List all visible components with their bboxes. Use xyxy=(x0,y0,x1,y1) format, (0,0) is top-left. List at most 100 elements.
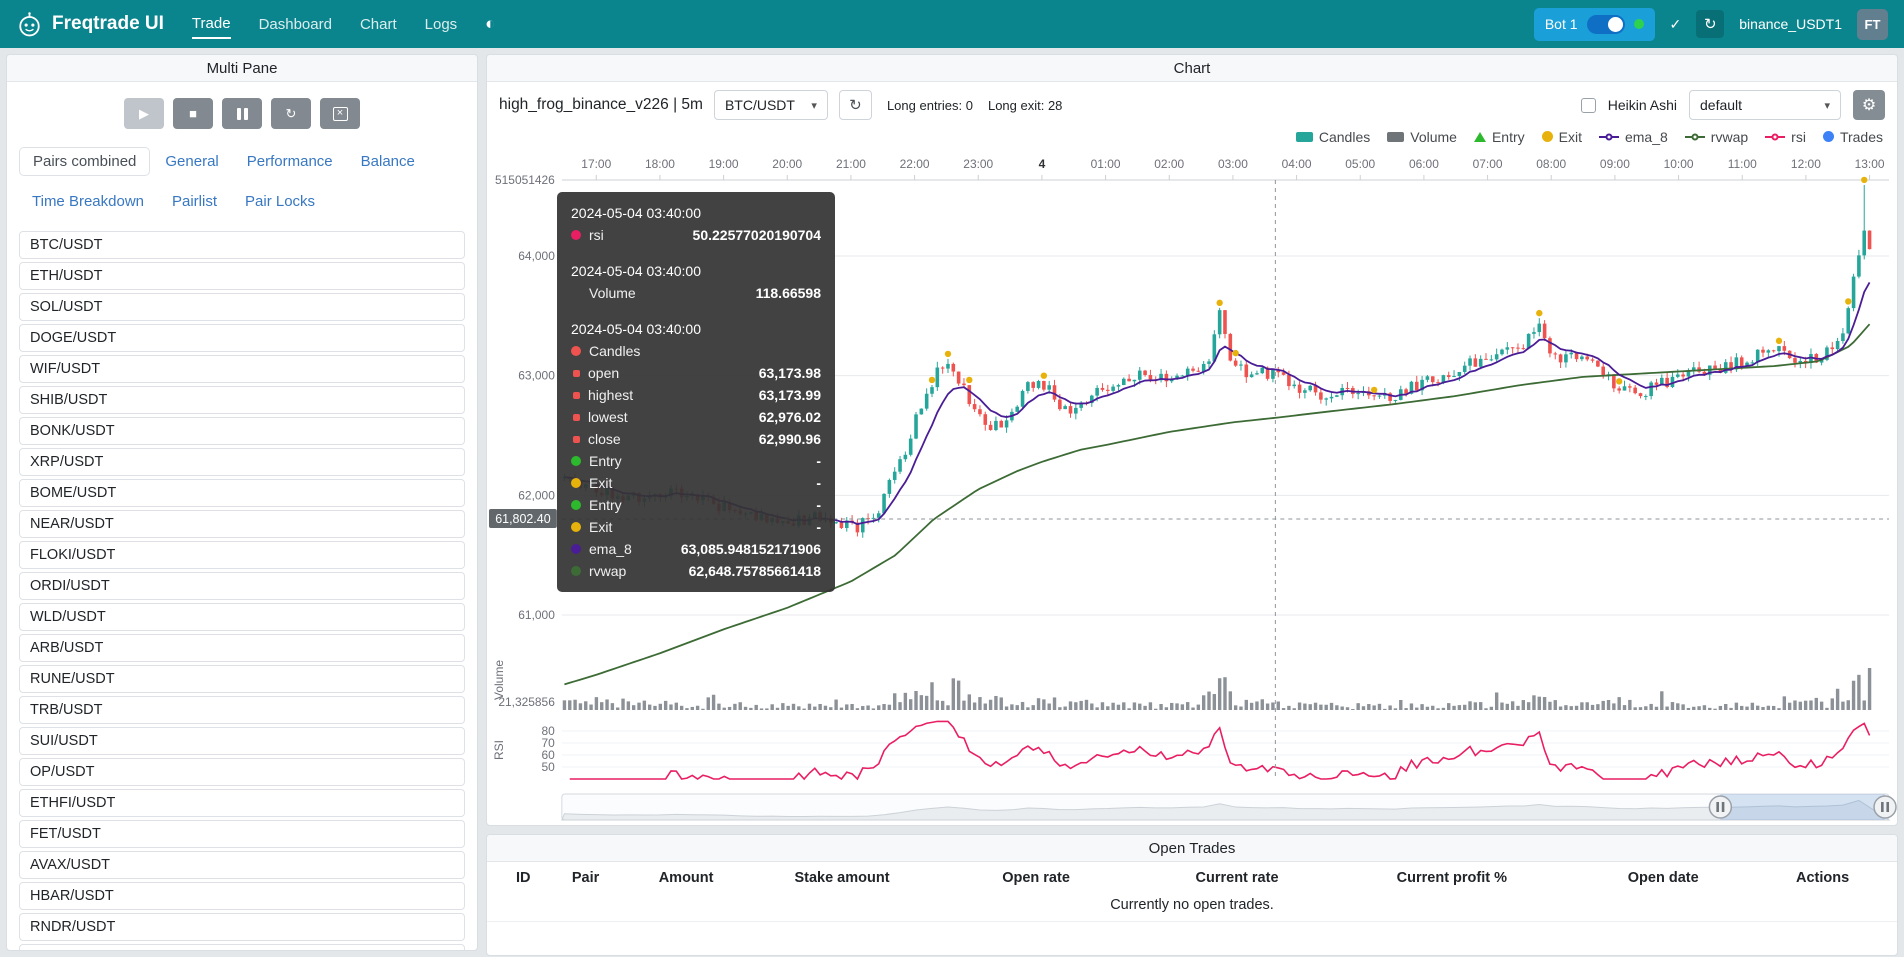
svg-text:50: 50 xyxy=(542,760,556,774)
legend-volume[interactable]: Volume xyxy=(1387,129,1457,145)
chevron-down-icon: ▾ xyxy=(811,99,817,112)
pair-item[interactable]: XRP/USDT xyxy=(19,448,465,476)
tab-pair-locks[interactable]: Pair Locks xyxy=(232,188,328,215)
pair-item[interactable]: RNDR/USDT xyxy=(19,913,465,941)
series-marker-icon xyxy=(571,456,581,466)
pair-item[interactable]: SHIB/USDT xyxy=(19,386,465,414)
tooltip-value: 50.22577020190704 xyxy=(693,224,821,246)
nav-link-logs[interactable]: Logs xyxy=(425,11,458,38)
pair-item[interactable]: BOME/USDT xyxy=(19,479,465,507)
series-marker-icon xyxy=(571,230,581,240)
bot-toggle[interactable] xyxy=(1587,15,1625,34)
theme-toggle-icon[interactable]: ◐ xyxy=(485,14,495,34)
start-bot-button[interactable]: ▶ xyxy=(124,98,164,129)
tab-pairlist[interactable]: Pairlist xyxy=(159,188,230,215)
brand[interactable]: Freqtrade UI xyxy=(16,11,164,38)
plot-settings-button[interactable]: ⚙ xyxy=(1853,90,1885,120)
pair-item[interactable]: SOL/USDT xyxy=(19,293,465,321)
tooltip-value: 118.66598 xyxy=(756,282,821,304)
multi-pane-title: Multi Pane xyxy=(207,60,278,77)
legend-candles[interactable]: Candles xyxy=(1296,129,1370,145)
pair-item[interactable]: DOGE/USDT xyxy=(19,324,465,352)
column-header-actions: Actions xyxy=(1760,870,1885,886)
pair-item[interactable]: RUNE/USDT xyxy=(19,665,465,693)
pair-item[interactable]: FET/USDT xyxy=(19,820,465,848)
user-avatar[interactable]: FT xyxy=(1857,9,1888,40)
svg-text:11:00: 11:00 xyxy=(1728,157,1757,171)
pair-item[interactable]: ARB/USDT xyxy=(19,634,465,662)
bot-selector[interactable]: Bot 1 xyxy=(1534,8,1655,41)
nav-link-trade[interactable]: Trade xyxy=(192,10,231,39)
tab-time-breakdown[interactable]: Time Breakdown xyxy=(19,188,157,215)
svg-text:21:00: 21:00 xyxy=(836,157,866,171)
pair-item[interactable]: ETH/USDT xyxy=(19,262,465,290)
pair-item[interactable]: HBAR/USDT xyxy=(19,882,465,910)
legend-label: Candles xyxy=(1319,129,1370,145)
tooltip-row: Entry- xyxy=(571,450,821,472)
tooltip-section: 2024-05-04 03:40:00Volume118.66598 xyxy=(571,260,821,304)
open-trades-header: Open Trades xyxy=(487,835,1897,862)
tooltip-label: Entry xyxy=(589,450,622,472)
tab-general[interactable]: General xyxy=(152,148,231,175)
series-marker-icon xyxy=(573,414,580,421)
pair-item[interactable]: BONK/USDT xyxy=(19,417,465,445)
pause-bot-button[interactable] xyxy=(222,98,262,129)
navbar-right: Bot 1 ✓ ↻ binance_USDT1 FT xyxy=(1534,8,1888,41)
pair-item[interactable]: AVAX/USDT xyxy=(19,851,465,879)
tooltip-row: Exit- xyxy=(571,472,821,494)
tooltip-label: rvwap xyxy=(589,560,626,582)
nav-link-dashboard[interactable]: Dashboard xyxy=(259,11,332,38)
pair-item[interactable]: ETHFI/USDT xyxy=(19,789,465,817)
svg-text:63,000: 63,000 xyxy=(518,369,555,383)
tooltip-label: Exit xyxy=(589,516,612,538)
svg-text:17:00: 17:00 xyxy=(581,157,611,171)
legend-entry[interactable]: Entry xyxy=(1474,129,1525,145)
tab-performance[interactable]: Performance xyxy=(234,148,346,175)
legend-rvwap[interactable]: rvwap xyxy=(1685,129,1748,145)
legend-ema_8[interactable]: ema_8 xyxy=(1599,129,1668,145)
heikin-ashi-checkbox[interactable] xyxy=(1581,98,1596,113)
ema_8-legend-marker xyxy=(1599,136,1619,138)
pair-item[interactable]: BTC/USDT xyxy=(19,231,465,259)
svg-text:61,000: 61,000 xyxy=(518,608,555,622)
pair-select[interactable]: BTC/USDT ▾ xyxy=(714,90,828,120)
pair-item[interactable]: WLD/USDT xyxy=(19,603,465,631)
pause-icon xyxy=(237,108,248,120)
pair-item[interactable]: OP/USDT xyxy=(19,758,465,786)
pair-item[interactable]: TRB/USDT xyxy=(19,696,465,724)
tooltip-section: 2024-05-04 03:40:00Candlesopen63,173.98h… xyxy=(571,318,821,582)
tab-balance[interactable]: Balance xyxy=(348,148,428,175)
long-exit-label: Long exit: 28 xyxy=(988,98,1062,113)
pair-item[interactable]: NEAR/USDT xyxy=(19,510,465,538)
nav-links: Trade Dashboard Chart Logs xyxy=(192,10,457,39)
pair-item[interactable]: FLOKI/USDT xyxy=(19,541,465,569)
bot-controls: ▶ ■ ↻ × xyxy=(7,82,477,137)
column-header-open-rate: Open rate xyxy=(936,870,1137,886)
tooltip-label: lowest xyxy=(588,406,628,428)
svg-text:Volume: Volume xyxy=(492,660,506,700)
svg-text:05:00: 05:00 xyxy=(1345,157,1375,171)
legend-exit[interactable]: Exit xyxy=(1542,129,1582,145)
tooltip-label: highest xyxy=(588,384,633,406)
pair-item[interactable]: SUI/USDT xyxy=(19,727,465,755)
nav-link-chart[interactable]: Chart xyxy=(360,11,397,38)
datazoom-slider[interactable] xyxy=(562,794,1896,820)
pair-item[interactable]: AR/USDT xyxy=(19,944,465,951)
stop-bot-button[interactable]: ■ xyxy=(173,98,213,129)
refresh-chart-button[interactable]: ↻ xyxy=(839,90,872,120)
tooltip-label: close xyxy=(588,428,621,450)
pair-item[interactable]: WIF/USDT xyxy=(19,355,465,383)
reload-config-button[interactable]: ↻ xyxy=(271,98,311,129)
tooltip-value: 63,173.99 xyxy=(759,384,821,406)
plot-config-select[interactable]: default ▾ xyxy=(1689,90,1841,120)
force-exit-button[interactable]: × xyxy=(320,98,360,129)
series-marker-icon xyxy=(571,566,581,576)
pair-item[interactable]: ORDI/USDT xyxy=(19,572,465,600)
column-header-current-rate: Current rate xyxy=(1137,870,1338,886)
legend-label: Exit xyxy=(1559,129,1582,145)
legend-trades[interactable]: Trades xyxy=(1823,129,1883,145)
tab-pairs-combined[interactable]: Pairs combined xyxy=(19,147,150,176)
legend-rsi[interactable]: rsi xyxy=(1765,129,1806,145)
reload-bot-button[interactable]: ↻ xyxy=(1696,10,1724,38)
svg-text:09:00: 09:00 xyxy=(1600,157,1630,171)
